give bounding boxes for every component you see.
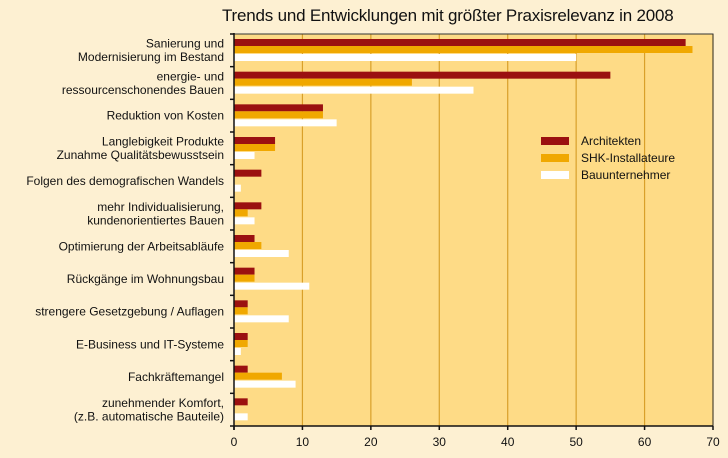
category-label: Rückgänge im Wohnungsbau xyxy=(67,272,224,286)
bar-shk-installateure xyxy=(234,209,248,217)
category-label-line: Fachkräftemangel xyxy=(128,370,224,384)
bar-bauunternehmer xyxy=(234,348,241,355)
bar-shk-installateure xyxy=(234,78,412,86)
bar-shk-installateure xyxy=(234,307,248,315)
bar-architekten xyxy=(234,365,248,373)
bar-shk-installateure xyxy=(234,372,282,380)
bar-architekten xyxy=(234,39,686,46)
category-label: mehr Individualisierung, kundenorientiert… xyxy=(87,200,224,228)
plot-area xyxy=(234,34,713,426)
category-label-line: E-Business und IT-Systeme xyxy=(76,337,224,351)
bar-architekten xyxy=(234,235,255,242)
x-tick-label: 20 xyxy=(364,435,378,449)
bar-bauunternehmer xyxy=(234,217,255,225)
legend: Architekten SHK-Installateure Bauunternehm… xyxy=(541,134,675,182)
bar-bauunternehmer xyxy=(234,282,310,290)
legend-label: SHK-Installateure xyxy=(581,151,675,165)
bar-shk-installateure xyxy=(234,46,693,53)
bar-bauunternehmer xyxy=(234,152,255,159)
legend-swatch xyxy=(541,171,569,179)
x-tick-label: 0 xyxy=(231,435,238,449)
category-label-line: Sanierung und xyxy=(146,37,224,51)
bar-bauunternehmer xyxy=(234,380,296,388)
category-label-line: Reduktion von Kosten xyxy=(107,109,224,123)
bar-architekten xyxy=(234,267,255,275)
axes xyxy=(230,33,714,430)
bar-shk-installateure xyxy=(234,242,262,249)
chart-title: Trends und Entwicklungen mit größter Pra… xyxy=(222,6,674,25)
category-label-line: Rückgänge im Wohnungsbau xyxy=(67,272,224,286)
category-label-line: (z.B. automatische Bauteile) xyxy=(74,409,224,423)
category-label-line: Folgen des demografischen Wandels xyxy=(26,174,224,188)
bar-architekten xyxy=(234,333,248,340)
category-label-line: strengere Gesetzgebung / Auflagen xyxy=(35,305,224,319)
bar-bauunternehmer xyxy=(234,250,289,257)
category-label-line: zunehmender Komfort, xyxy=(102,396,224,410)
x-tick-label: 50 xyxy=(569,435,583,449)
bar-shk-installateure xyxy=(234,274,255,282)
bar-architekten xyxy=(234,398,248,406)
bar-shk-installateure xyxy=(234,340,248,347)
category-labels: Sanierung und Modernisierung im Bestand en… xyxy=(26,37,224,424)
legend-label: Bauunternehmer xyxy=(581,168,670,182)
bar-bauunternehmer xyxy=(234,184,241,192)
x-tick-label: 70 xyxy=(706,435,720,449)
category-label-line: Zunahme Qualitätsbewusstsein xyxy=(57,148,224,162)
category-label-line: Optimierung der Arbeitsabläufe xyxy=(59,239,225,253)
bar-architekten xyxy=(234,71,611,79)
bar-bauunternehmer xyxy=(234,86,474,94)
category-label: Folgen des demografischen Wandels xyxy=(26,174,224,188)
category-label: strengere Gesetzgebung / Auflagen xyxy=(35,305,224,319)
category-label: E-Business und IT-Systeme xyxy=(76,337,224,351)
category-label-line: Modernisierung im Bestand xyxy=(78,50,224,64)
legend-label: Architekten xyxy=(581,134,641,148)
bar-architekten xyxy=(234,202,262,210)
category-label-line: ressourcenschonendes Bauen xyxy=(62,83,224,97)
category-label: Optimierung der Arbeitsabläufe xyxy=(59,239,225,253)
category-label-line: kundenorientiertes Bauen xyxy=(87,213,224,227)
bar-shk-installateure xyxy=(234,144,276,151)
bars xyxy=(234,39,693,421)
category-label: zunehmender Komfort, (z.B. automatische B… xyxy=(74,396,224,424)
category-label: Reduktion von Kosten xyxy=(107,109,224,123)
bar-bauunternehmer xyxy=(234,315,289,323)
bar-architekten xyxy=(234,169,262,177)
x-tick-labels: 0 10 20 30 40 50 60 70 xyxy=(231,435,720,449)
bar-bauunternehmer xyxy=(234,413,248,421)
category-label-line: energie- und xyxy=(157,69,224,83)
category-label: Langlebigkeit Produkte Zunahme Qualitätsb… xyxy=(57,135,225,163)
bar-shk-installateure xyxy=(234,111,323,119)
bar-bauunternehmer xyxy=(234,54,577,61)
bar-bauunternehmer xyxy=(234,119,337,127)
x-tick-label: 10 xyxy=(296,435,310,449)
x-tick-label: 30 xyxy=(433,435,447,449)
bar-architekten xyxy=(234,300,248,308)
legend-swatch xyxy=(541,137,569,145)
category-label-line: mehr Individualisierung, xyxy=(97,200,224,214)
bar-architekten xyxy=(234,104,323,112)
category-label: Sanierung und Modernisierung im Bestand xyxy=(78,37,224,64)
bar-architekten xyxy=(234,137,276,144)
x-tick-label: 60 xyxy=(638,435,652,449)
x-tick-label: 40 xyxy=(501,435,515,449)
category-label: Fachkräftemangel xyxy=(128,370,224,384)
category-label-line: Langlebigkeit Produkte xyxy=(102,135,224,149)
category-label: energie- und ressourcenschonendes Bauen xyxy=(62,69,224,97)
legend-swatch xyxy=(541,154,569,162)
